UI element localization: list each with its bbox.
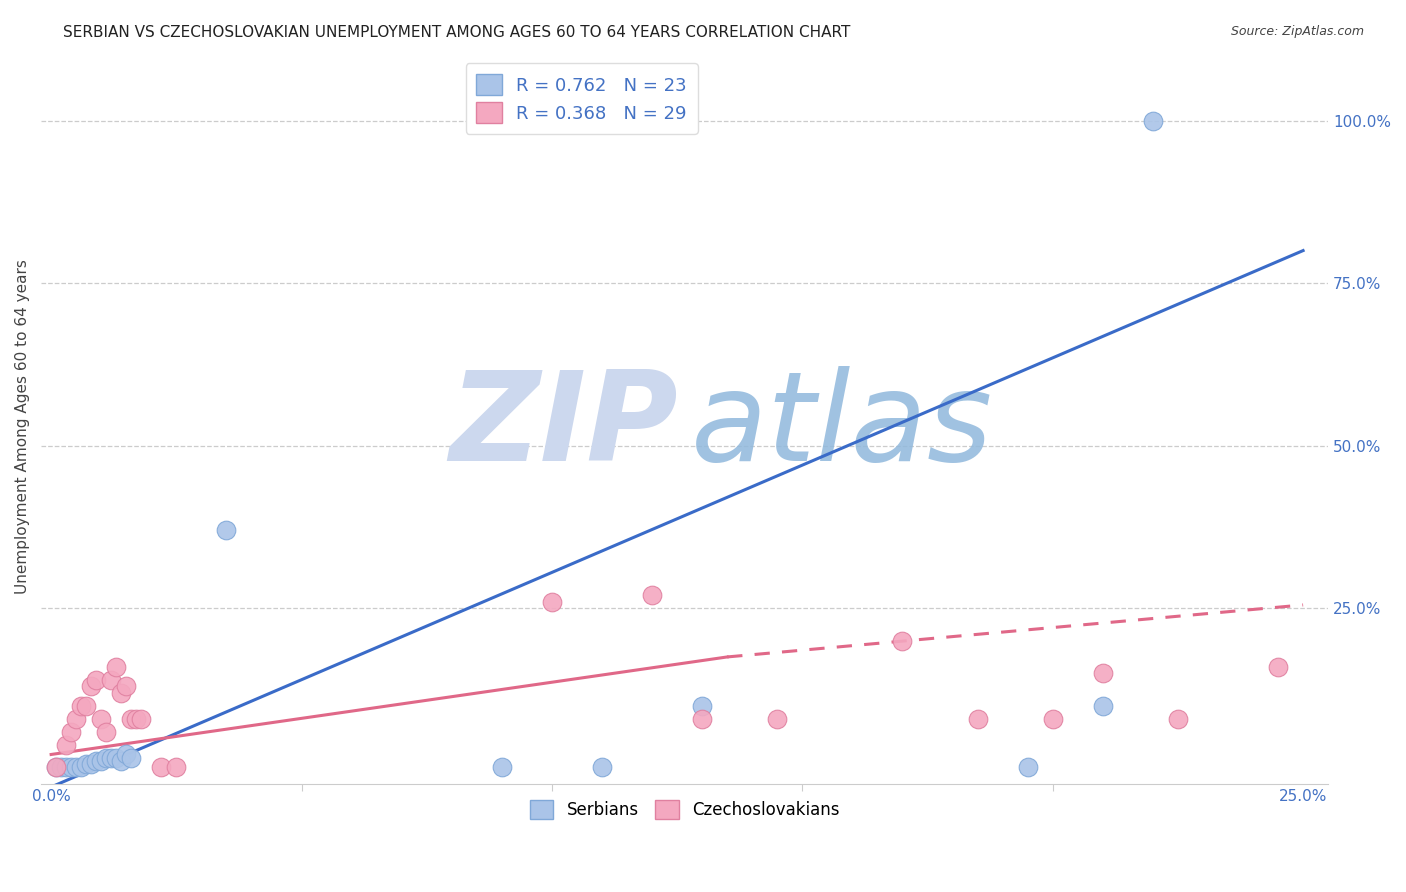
Point <box>641 588 664 602</box>
Point <box>80 757 103 772</box>
Y-axis label: Unemployment Among Ages 60 to 64 years: Unemployment Among Ages 60 to 64 years <box>15 259 30 593</box>
Point <box>75 757 97 772</box>
Point <box>60 760 83 774</box>
Text: SERBIAN VS CZECHOSLOVAKIAN UNEMPLOYMENT AMONG AGES 60 TO 64 YEARS CORRELATION CH: SERBIAN VS CZECHOSLOVAKIAN UNEMPLOYMENT … <box>63 25 851 40</box>
Point <box>70 760 93 774</box>
Point <box>105 659 128 673</box>
Point <box>1017 760 1039 774</box>
Point <box>120 712 142 726</box>
Point <box>96 724 118 739</box>
Point <box>120 750 142 764</box>
Point <box>165 760 187 774</box>
Point <box>215 523 238 537</box>
Point <box>125 712 148 726</box>
Text: ZIP: ZIP <box>450 366 678 487</box>
Point <box>96 750 118 764</box>
Point <box>1142 113 1164 128</box>
Point <box>1091 698 1114 713</box>
Point <box>690 698 713 713</box>
Point <box>100 673 122 687</box>
Legend: Serbians, Czechoslovakians: Serbians, Czechoslovakians <box>523 793 846 825</box>
Point <box>115 679 138 693</box>
Point <box>105 750 128 764</box>
Text: Source: ZipAtlas.com: Source: ZipAtlas.com <box>1230 25 1364 38</box>
Point <box>150 760 173 774</box>
Point <box>55 738 77 752</box>
Point <box>1267 659 1289 673</box>
Point <box>49 760 72 774</box>
Point <box>1167 712 1189 726</box>
Point <box>84 673 107 687</box>
Point <box>55 760 77 774</box>
Point <box>90 712 112 726</box>
Point <box>1042 712 1064 726</box>
Point <box>110 754 132 768</box>
Point <box>966 712 988 726</box>
Point <box>65 712 87 726</box>
Point <box>65 760 87 774</box>
Point <box>591 760 613 774</box>
Point <box>100 750 122 764</box>
Point <box>129 712 152 726</box>
Point <box>60 724 83 739</box>
Point <box>110 686 132 700</box>
Point <box>90 754 112 768</box>
Point <box>1091 666 1114 681</box>
Point <box>491 760 513 774</box>
Point <box>80 679 103 693</box>
Point <box>115 747 138 762</box>
Point <box>891 633 914 648</box>
Point <box>45 760 67 774</box>
Text: atlas: atlas <box>692 366 993 487</box>
Point <box>70 698 93 713</box>
Point <box>75 698 97 713</box>
Point <box>84 754 107 768</box>
Point <box>766 712 789 726</box>
Point <box>45 760 67 774</box>
Point <box>541 595 564 609</box>
Point <box>690 712 713 726</box>
